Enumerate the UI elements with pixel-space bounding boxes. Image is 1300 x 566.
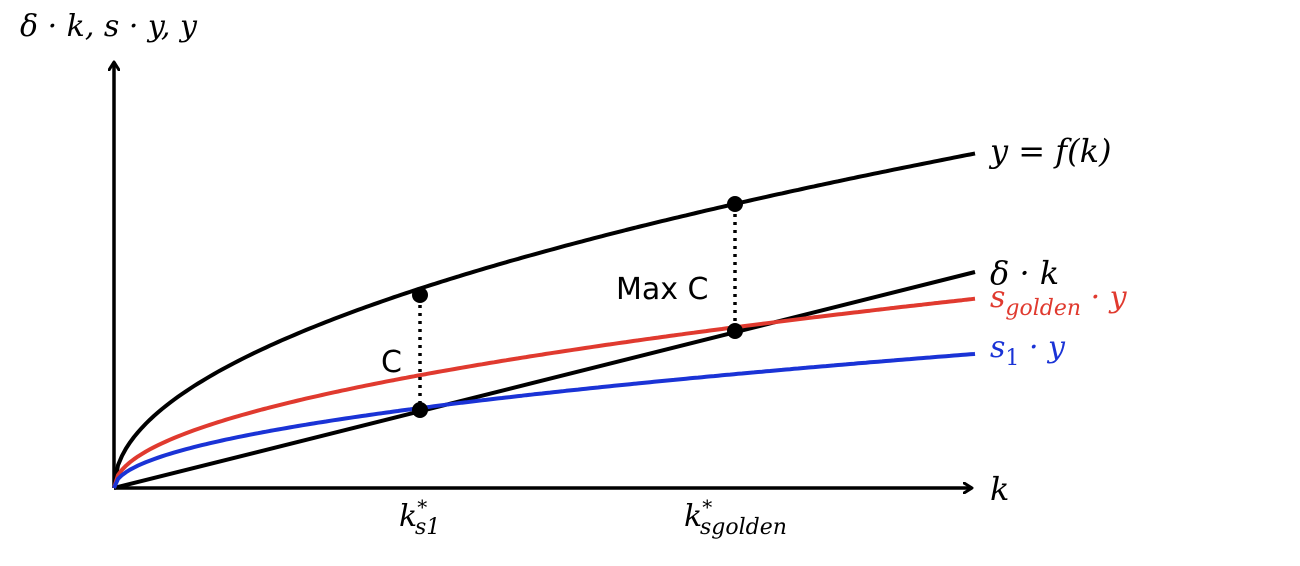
y-axis-label: δ · k, s · y, y xyxy=(20,9,198,44)
golden-saving-curve xyxy=(112,296,976,489)
depreciation-label: δ · k xyxy=(990,254,1059,292)
point-output-golden xyxy=(727,196,743,212)
point-output-s1 xyxy=(412,287,428,303)
point-steady-state-s1 xyxy=(412,402,428,418)
s1-saving-label: s1 · y xyxy=(990,330,1066,371)
consumption-label-golden: Max C xyxy=(616,272,709,307)
golden-saving-label: sgolden · y xyxy=(990,280,1128,321)
consumption-label-s1: C xyxy=(381,345,402,380)
tick-k-golden: k* sgolden xyxy=(684,495,787,540)
s1-saving-curve xyxy=(112,351,976,489)
tick-k-s1: k* s1 xyxy=(399,495,440,540)
point-steady-state-golden xyxy=(727,323,743,339)
depreciation-line xyxy=(113,270,976,490)
x-axis-label: k xyxy=(990,470,1009,508)
output-curve-label: y = f(k) xyxy=(988,132,1111,170)
output-curve xyxy=(112,151,976,489)
